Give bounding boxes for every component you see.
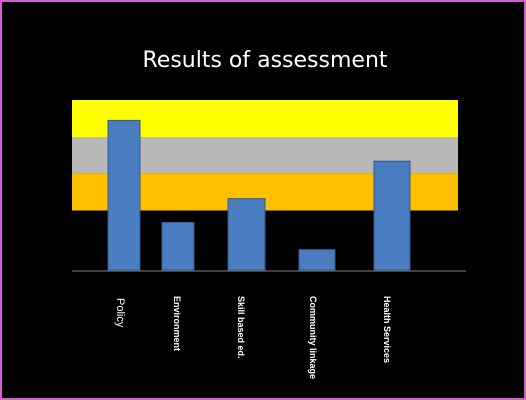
- tick-label-health-services: Health Services: [382, 296, 392, 364]
- tick-label-community-linkage: Community linkage: [308, 296, 318, 380]
- tick-label-environment: Environment: [172, 296, 182, 352]
- bar-community-linkage: [298, 249, 336, 271]
- tick-label-skill-based-ed: Skill based ed.: [236, 296, 246, 359]
- bar-health-services: [373, 160, 411, 271]
- chart-title: Results of assessment: [142, 48, 388, 73]
- bar-policy: [107, 119, 141, 271]
- bar-environment: [161, 221, 195, 271]
- tick-label-policy: Policy: [114, 298, 126, 328]
- bar-skill-based-ed: [227, 198, 266, 271]
